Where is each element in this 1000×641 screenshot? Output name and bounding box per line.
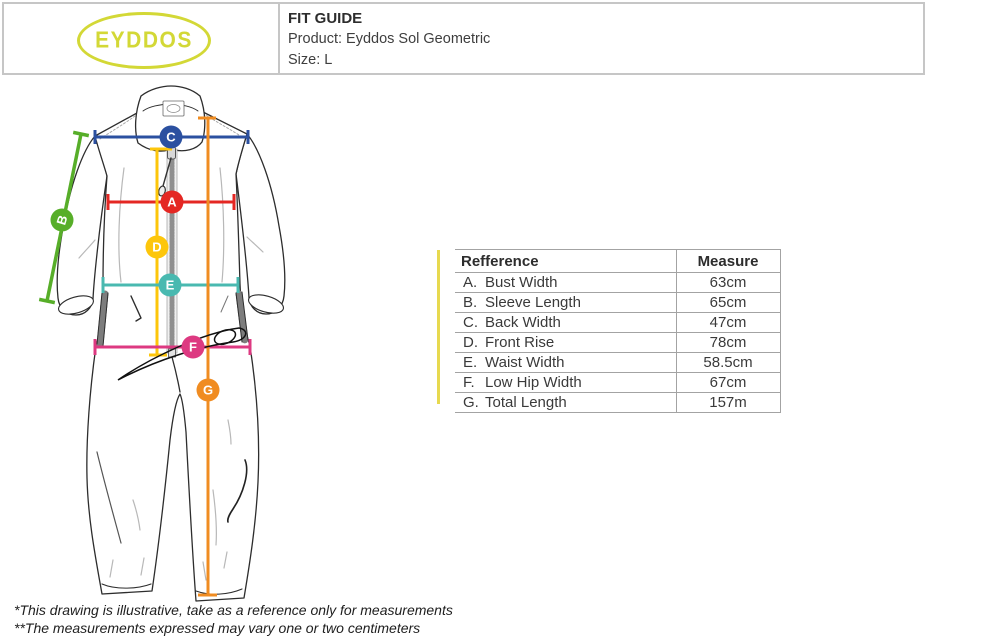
brand-logo: EYDDOS: [77, 12, 211, 69]
page-title: FIT GUIDE: [288, 10, 363, 27]
row-label: Back Width: [485, 314, 561, 331]
measure-line-f: [93, 339, 252, 355]
table-row: E. Waist Width 58.5cm: [455, 352, 781, 373]
product-label: Product: Eyddos Sol Geometric: [288, 31, 491, 47]
row-letter: G.: [463, 394, 479, 411]
marker-f: [181, 335, 205, 359]
header-divider: [278, 4, 280, 73]
drawcord-sketch: [117, 327, 247, 381]
row-value: 157m: [675, 392, 781, 413]
right-cuff: [248, 294, 284, 314]
svg-text:C: C: [166, 130, 176, 145]
row-label: Front Rise: [485, 334, 555, 351]
left-pocket-edge: [96, 292, 109, 347]
table-row: D. Front Rise 78cm: [455, 332, 781, 353]
crease-lines: [78, 167, 264, 581]
row-value: 65cm: [675, 292, 781, 313]
table-row: F. Low Hip Width 67cm: [455, 372, 781, 393]
column-header-reference: Refference: [455, 249, 676, 273]
svg-text:D: D: [152, 240, 161, 255]
table-row: B. Sleeve Length 65cm: [455, 292, 781, 313]
left-waist-fold: [130, 295, 142, 322]
left-cuff: [58, 295, 94, 315]
neck-label: [162, 100, 185, 117]
front-rise-seam: [171, 356, 181, 393]
marker-a: [160, 190, 184, 214]
row-value: 58.5cm: [675, 352, 781, 373]
footnotes: *This drawing is illustrative, take as a…: [14, 601, 453, 637]
footnote-1: *This drawing is illustrative, take as a…: [14, 602, 453, 618]
collar: [134, 85, 206, 152]
row-letter: C.: [463, 314, 478, 331]
table-header-row: Refference Measure: [455, 249, 781, 273]
row-label: Total Length: [485, 394, 567, 411]
right-hem: [195, 588, 243, 595]
row-letter: F.: [463, 374, 475, 391]
table-accent-bar: [437, 250, 440, 404]
svg-text:B: B: [53, 213, 70, 226]
row-letter: A.: [463, 274, 478, 291]
measure-markers: C A B D E F G: [50, 125, 220, 402]
svg-text:E: E: [166, 278, 175, 293]
measurements-table: Refference Measure A. Bust Width 63cm B. S…: [455, 249, 781, 413]
row-label: Bust Width: [485, 274, 558, 291]
row-letter: E.: [463, 354, 478, 371]
header-info: FIT GUIDE Product: Eyddos Sol Geometric …: [288, 9, 490, 71]
right-thigh-crease: [226, 459, 248, 523]
row-value: 47cm: [675, 312, 781, 333]
header: EYDDOS FIT GUIDE Product: Eyddos Sol Geo…: [2, 2, 925, 75]
marker-b: [50, 208, 74, 232]
brand-logo-text: EYDDOS: [95, 27, 193, 53]
right-shoulder-seam: [205, 114, 243, 138]
marker-e: [158, 273, 182, 297]
svg-text:A: A: [167, 195, 177, 210]
svg-text:F: F: [189, 340, 197, 355]
row-value: 63cm: [675, 272, 781, 293]
right-sleeve: [235, 133, 286, 315]
svg-text:G: G: [203, 383, 213, 398]
row-label: Waist Width: [485, 354, 565, 371]
table-row: G. Total Length 157m: [455, 392, 781, 413]
column-header-measure: Measure: [675, 249, 781, 273]
right-waist-fold: [220, 295, 229, 313]
neck-label-logo: [166, 104, 181, 113]
left-thigh-crease: [96, 451, 122, 544]
zipper-pull-cord: [162, 157, 172, 187]
row-letter: B.: [463, 294, 478, 311]
footnote-2: **The measurements expressed may vary on…: [14, 620, 421, 636]
row-value: 67cm: [675, 372, 781, 393]
size-label: Size: L: [288, 52, 333, 68]
table-row: C. Back Width 47cm: [455, 312, 781, 333]
marker-c: [159, 125, 183, 149]
left-hem: [101, 583, 152, 589]
right-pocket-hatch: [235, 290, 249, 345]
row-value: 78cm: [675, 332, 781, 353]
row-label: Low Hip Width: [485, 374, 582, 391]
left-pocket-hatch: [96, 290, 109, 349]
table-row: A. Bust Width 63cm: [455, 272, 781, 293]
zipper-pull: [158, 185, 166, 197]
right-pocket-edge: [235, 291, 249, 343]
marker-d: [145, 235, 169, 259]
measure-line-g: [198, 116, 217, 597]
row-label: Sleeve Length: [485, 294, 581, 311]
row-letter: D.: [463, 334, 478, 351]
marker-g: [196, 378, 220, 402]
